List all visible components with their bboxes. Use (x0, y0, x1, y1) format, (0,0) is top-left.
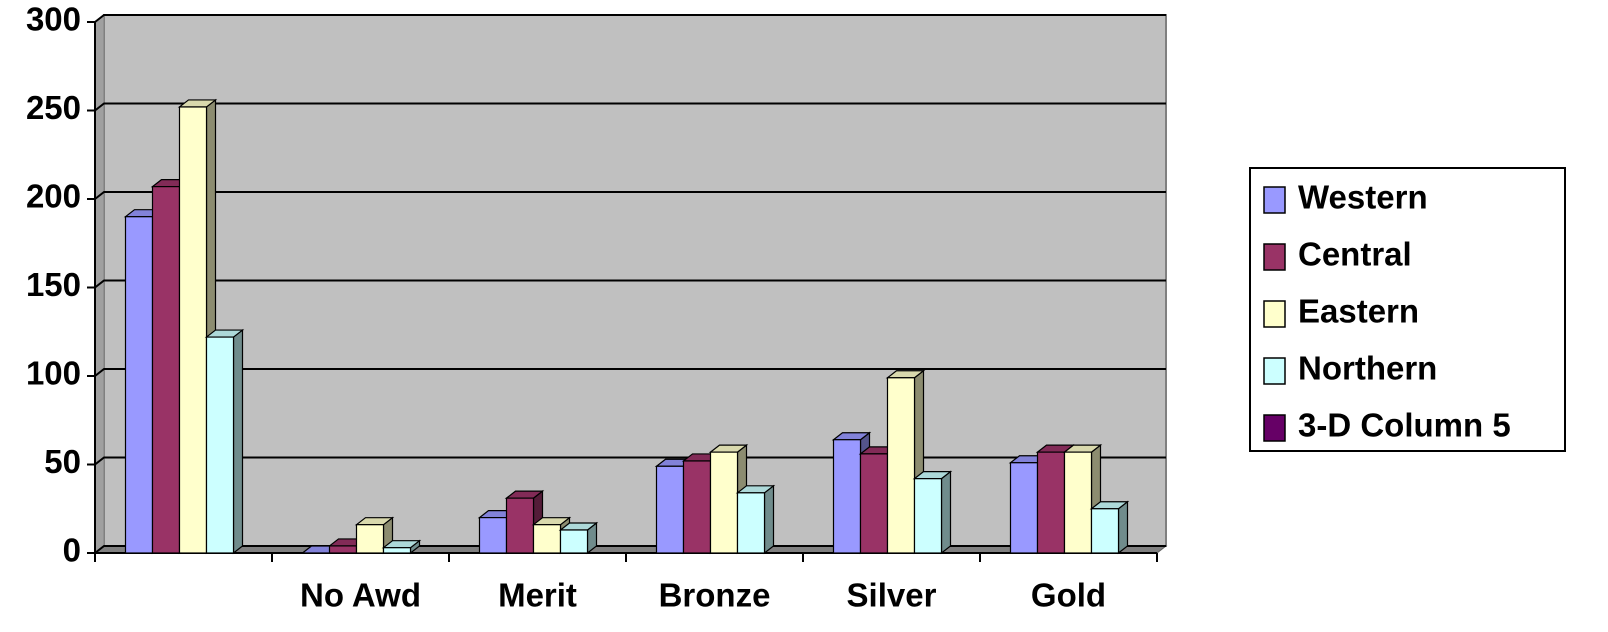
y-tick-label: 250 (26, 89, 81, 126)
grid-line (94, 456, 1166, 466)
bar-front (328, 545, 358, 554)
bar-side (1117, 500, 1129, 555)
bar-side (940, 470, 952, 555)
x-tick-label: Bronze (659, 577, 771, 614)
legend-swatch (1263, 243, 1286, 271)
bar (1089, 500, 1130, 555)
grid-line (94, 368, 1166, 377)
bar-front (682, 460, 712, 554)
y-tick-label: 0 (63, 532, 81, 569)
bar-side (232, 328, 244, 555)
bar-front (709, 451, 739, 554)
legend-swatch (1263, 357, 1286, 385)
x-tick-label: Silver (847, 577, 937, 614)
grid-line (94, 191, 1166, 200)
bar-front (178, 106, 208, 554)
bar-front (886, 377, 916, 554)
bar (558, 521, 599, 555)
bar-front (1090, 508, 1120, 554)
x-tick-label: No Awd (300, 577, 421, 614)
bar-front (559, 529, 589, 554)
bar (204, 328, 245, 555)
grid-line (94, 14, 1166, 23)
grid-line (94, 545, 1166, 554)
bar-front (124, 216, 154, 554)
grid-line (94, 279, 1166, 289)
bar (735, 484, 776, 555)
bar (531, 516, 572, 555)
bar-front (382, 547, 412, 554)
legend-swatch (1263, 186, 1286, 214)
legend-label: Eastern (1298, 293, 1419, 330)
grid-line (94, 102, 1166, 112)
bar-front (736, 492, 766, 554)
bar-front (913, 478, 943, 554)
bar-front (478, 516, 508, 554)
bar-front (151, 186, 181, 554)
y-tick-label: 200 (26, 178, 81, 215)
x-tick-label: Merit (498, 577, 577, 614)
bar (381, 539, 422, 555)
bar-front (355, 524, 385, 554)
bar-front (205, 336, 235, 554)
y-tick-label: 100 (26, 355, 81, 392)
legend-label: Western (1298, 179, 1428, 216)
bar-front (832, 439, 862, 554)
legend-label: Northern (1298, 350, 1437, 387)
bar (354, 516, 395, 555)
legend-swatch (1263, 414, 1286, 442)
y-tick-label: 50 (44, 443, 81, 480)
bar-front (655, 465, 685, 554)
bar-front (1063, 451, 1093, 554)
legend-label: 3-D Column 5 (1298, 407, 1511, 444)
x-tick-label: Gold (1031, 577, 1106, 614)
legend-label: Central (1298, 236, 1412, 273)
bar-front (1009, 462, 1039, 554)
legend-box (1249, 167, 1566, 452)
bar-front (532, 524, 562, 554)
bar-front (505, 497, 535, 554)
bar-front (1036, 451, 1066, 554)
legend-swatch (1263, 300, 1286, 328)
y-tick-label: 150 (26, 266, 81, 303)
bar-front (859, 453, 889, 554)
bar (912, 470, 953, 555)
y-tick-label: 300 (26, 1, 81, 38)
floor (93, 545, 1168, 554)
bar-side (763, 484, 775, 555)
